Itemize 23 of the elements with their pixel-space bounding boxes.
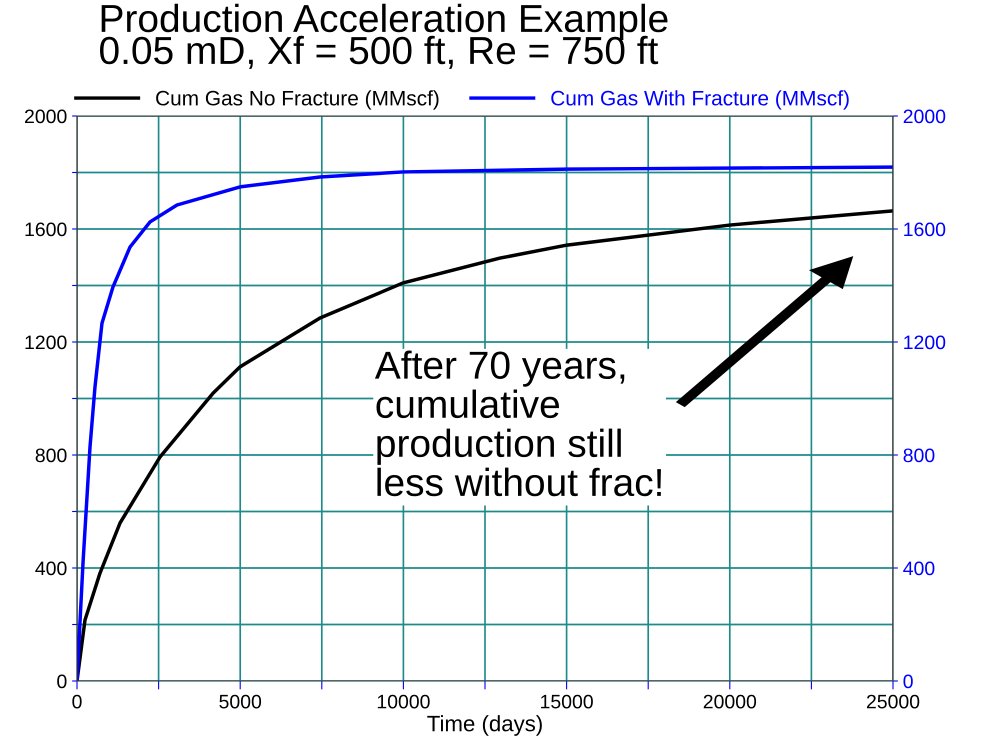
y2-tick-label: 1200 [904,335,946,350]
legend-label: Cum Gas No Fracture (MMscf) [156,90,439,110]
y-tick-label: 1200 [26,335,67,350]
y-tick-label: 1600 [26,222,67,236]
y2-tick-label: 800 [904,448,934,462]
x-tick-label: 15000 [541,694,593,708]
x-tick-label: 20000 [704,694,756,708]
y2-tick-label: 400 [903,561,934,576]
x-tick-label: 10000 [378,694,430,708]
y2-tick-label: 2000 [904,109,946,124]
y2-tick-label: 1600 [904,222,946,236]
y-tick-label: 2000 [25,109,67,124]
y2-tick-label: 0 [903,674,913,688]
chart-title: Production Acceleration Example 0.05 mD, Xf = 500 ft, Re = 750 ft [100,4,668,69]
y-tick-label: 400 [35,561,67,576]
x-axis-title: Time (days) [427,715,542,736]
y-tick-label: 800 [36,448,67,462]
x-tick-label: 5000 [219,694,262,708]
x-tick-label: 0 [72,694,82,708]
y-tick-label: 0 [57,674,67,688]
legend-label: Cum Gas With Fracture (MMscf) [551,90,849,110]
x-tick-label: 25000 [866,694,920,708]
annotation: After 70 years, cumulative production still less without frac! [374,350,661,496]
